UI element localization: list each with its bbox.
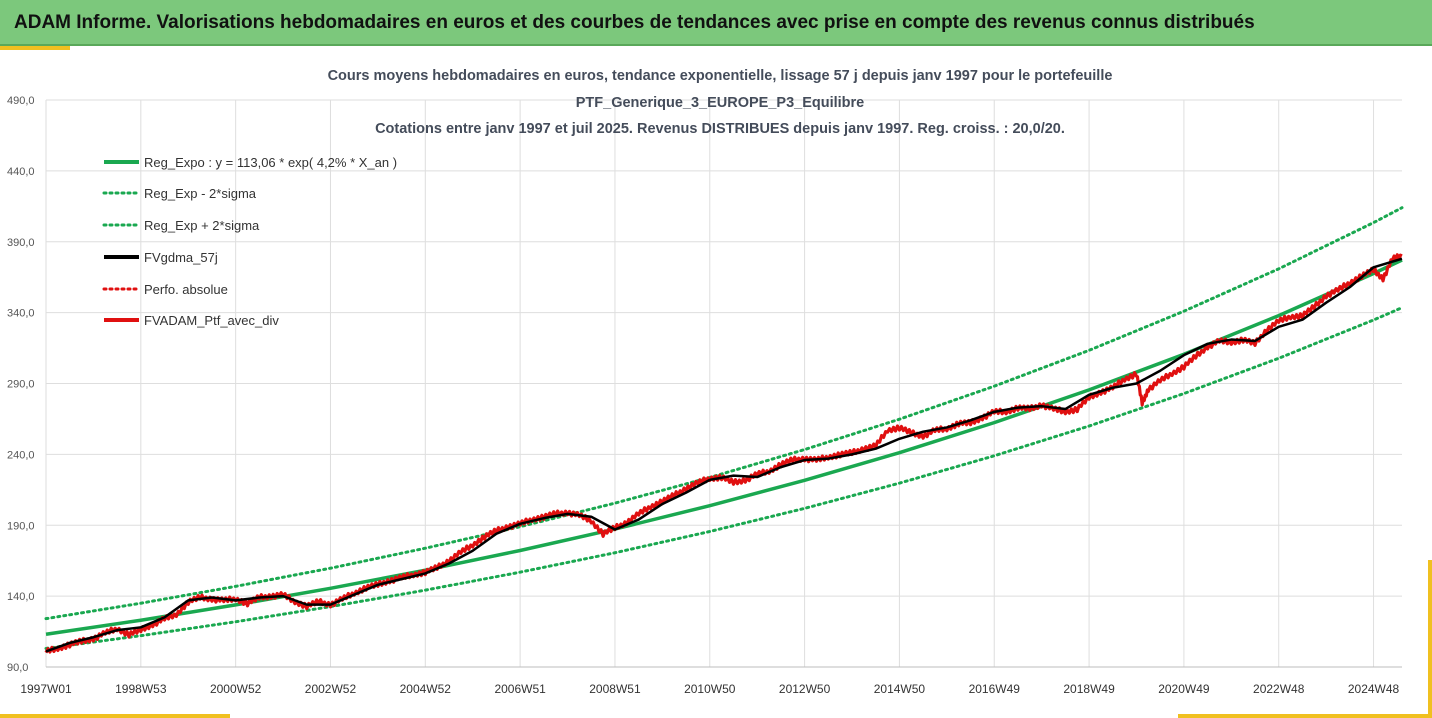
y-tick-label: 140,0	[7, 591, 35, 603]
series-line-5	[44, 253, 1403, 654]
x-tick-label: 2018W49	[1063, 682, 1115, 696]
x-tick-label: 2000W52	[210, 682, 262, 696]
x-tick-label: 1997W01	[20, 682, 72, 696]
x-tick-label: 2002W52	[305, 682, 357, 696]
x-tick-label: 2016W49	[969, 682, 1021, 696]
x-axis: 1997W01 1998W53 2000W52 2002W52 2004W52 2006W…	[20, 682, 1399, 696]
legend-label-4: Perfo. absolue	[144, 282, 228, 297]
legend-label-2: Reg_Exp + 2*sigma	[144, 218, 260, 233]
y-tick-label: 390,0	[7, 237, 35, 249]
frame-accent-top	[0, 46, 70, 50]
y-tick-label: 340,0	[7, 308, 35, 320]
x-tick-label: 2004W52	[400, 682, 452, 696]
legend-label-0: Reg_Expo : y = 113,06 * exp( 4,2% * X_an…	[144, 155, 397, 170]
series-group	[44, 206, 1404, 654]
frame-accent-bottom	[1178, 714, 1432, 718]
y-tick-label: 240,0	[7, 449, 35, 461]
x-tick-label: 2014W50	[874, 682, 926, 696]
legend: Reg_Expo : y = 113,06 * exp( 4,2% * X_an…	[102, 155, 397, 328]
chart-title-line: PTF_Generique_3_EUROPE_P3_Equilibre	[576, 95, 865, 111]
header-bar: ADAM Informe. Valorisations hebdomadaire…	[0, 0, 1432, 46]
x-tick-label: 2006W51	[494, 682, 546, 696]
x-tick-label: 2020W49	[1158, 682, 1210, 696]
y-tick-label: 190,0	[7, 520, 35, 532]
y-tick-label: 90,0	[7, 662, 28, 674]
legend-label-3: FVgdma_57j	[144, 250, 218, 265]
y-tick-label: 440,0	[7, 166, 35, 178]
x-tick-label: 1998W53	[115, 682, 167, 696]
x-tick-label: 2010W50	[684, 682, 736, 696]
x-tick-label: 2008W51	[589, 682, 641, 696]
chart-title-line: Cotations entre janv 1997 et juil 2025. …	[375, 121, 1065, 137]
series-line-3	[45, 257, 1403, 653]
series-line-2	[44, 206, 1404, 621]
legend-label-1: Reg_Exp - 2*sigma	[144, 186, 257, 201]
x-tick-label: 2022W48	[1253, 682, 1305, 696]
frame-accent-bottom-left	[0, 714, 230, 718]
y-tick-label: 290,0	[7, 379, 35, 391]
x-tick-label: 2024W48	[1348, 682, 1400, 696]
chart-title: Cours moyens hebdomadaires en euros, ten…	[328, 68, 1113, 137]
chart-title-line: Cours moyens hebdomadaires en euros, ten…	[328, 68, 1113, 84]
y-tick-label: 490,0	[7, 95, 35, 107]
x-tick-label: 2012W50	[779, 682, 831, 696]
series-line-1	[44, 306, 1404, 650]
legend-label-5: FVADAM_Ptf_avec_div	[144, 313, 279, 328]
header-title: ADAM Informe. Valorisations hebdomadaire…	[14, 12, 1255, 33]
frame-accent-right	[1428, 560, 1432, 718]
y-axis: 490,0 440,0 390,0 340,0 290,0 240,0 190,0 140,0…	[7, 95, 35, 674]
